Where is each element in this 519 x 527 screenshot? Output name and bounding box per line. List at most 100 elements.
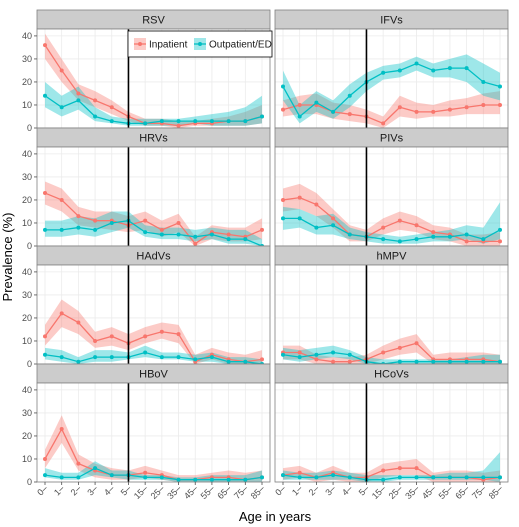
- data-point-outpatient-ed: [481, 359, 486, 364]
- data-point-outpatient-ed: [281, 84, 285, 89]
- panel-hadvs: HAdVs 0 10 20 30 40: [22, 245, 271, 369]
- data-point-inpatient: [93, 338, 98, 343]
- data-point-outpatient-ed: [464, 232, 469, 237]
- y-tick-label: 10: [22, 454, 32, 464]
- data-point-outpatient-ed: [314, 100, 319, 105]
- data-point-inpatient: [397, 466, 402, 471]
- data-point-inpatient: [431, 230, 436, 235]
- data-point-outpatient-ed: [176, 355, 181, 360]
- data-point-outpatient-ed: [481, 79, 486, 84]
- data-point-outpatient-ed: [93, 114, 98, 119]
- panel-title: IFVs: [380, 15, 403, 27]
- data-point-outpatient-ed: [281, 216, 285, 221]
- data-point-outpatient-ed: [397, 359, 402, 364]
- panel-title: HBoV: [139, 369, 168, 381]
- y-tick-label: 0: [27, 359, 32, 369]
- data-point-inpatient: [143, 334, 148, 339]
- data-point-outpatient-ed: [109, 355, 114, 360]
- data-point-outpatient-ed: [347, 232, 352, 237]
- panel-title: RSV: [142, 15, 165, 27]
- data-point-inpatient: [481, 102, 486, 107]
- data-point-outpatient-ed: [297, 475, 302, 480]
- ci-ribbon-outpatient-ed: [283, 54, 500, 124]
- legend-label: Inpatient: [149, 40, 188, 51]
- data-point-outpatient-ed: [447, 475, 452, 480]
- data-point-outpatient-ed: [59, 475, 64, 480]
- series-line-outpatient-ed: [45, 219, 263, 247]
- data-point-outpatient-ed: [260, 475, 264, 480]
- data-point-outpatient-ed: [331, 223, 336, 228]
- ci-ribbon-inpatient: [45, 415, 262, 482]
- data-point-outpatient-ed: [59, 227, 64, 232]
- data-point-outpatient-ed: [209, 119, 214, 124]
- data-point-outpatient-ed: [314, 475, 319, 480]
- data-point-outpatient-ed: [243, 237, 248, 242]
- data-point-outpatient-ed: [226, 359, 231, 364]
- data-point-inpatient: [498, 102, 502, 107]
- legend-key-point: [198, 42, 202, 46]
- series-line-outpatient-ed: [282, 62, 501, 118]
- data-point-inpatient: [414, 466, 419, 471]
- data-point-inpatient: [260, 357, 264, 362]
- data-point-inpatient: [281, 107, 285, 112]
- legend-key-point: [138, 42, 142, 46]
- data-point-inpatient: [314, 357, 319, 362]
- ci-ribbon-inpatient: [45, 299, 262, 364]
- data-point-inpatient: [193, 241, 198, 246]
- y-axis-title: Prevalence (%): [0, 213, 15, 302]
- data-point-outpatient-ed: [414, 237, 419, 242]
- data-point-outpatient-ed: [464, 66, 469, 71]
- panel-border: [36, 382, 271, 483]
- plot-background: [275, 29, 508, 128]
- plot-background: [275, 147, 508, 246]
- data-point-inpatient: [281, 197, 285, 202]
- data-point-inpatient: [76, 461, 81, 466]
- data-point-inpatient: [314, 202, 319, 207]
- data-point-outpatient-ed: [76, 359, 81, 364]
- data-point-inpatient: [93, 98, 98, 103]
- data-point-inpatient: [43, 191, 47, 196]
- data-point-outpatient-ed: [243, 477, 248, 482]
- data-point-inpatient: [176, 123, 181, 128]
- data-point-outpatient-ed: [314, 225, 319, 230]
- data-point-outpatient-ed: [243, 119, 248, 124]
- data-point-inpatient: [397, 105, 402, 110]
- data-point-outpatient-ed: [297, 355, 302, 360]
- panel-border: [274, 382, 509, 483]
- data-point-outpatient-ed: [109, 119, 114, 124]
- panel-title: hMPV: [377, 251, 408, 263]
- data-point-outpatient-ed: [59, 105, 64, 110]
- data-point-outpatient-ed: [143, 121, 148, 126]
- data-point-outpatient-ed: [397, 68, 402, 73]
- data-point-outpatient-ed: [498, 475, 502, 480]
- plot-background: [37, 383, 270, 482]
- data-point-outpatient-ed: [76, 225, 81, 230]
- data-point-outpatient-ed: [481, 475, 486, 480]
- data-point-outpatient-ed: [431, 234, 436, 239]
- legend: Inpatient Outpatient/ED: [127, 30, 273, 58]
- data-point-outpatient-ed: [176, 477, 181, 482]
- y-tick-label: 20: [22, 77, 32, 87]
- data-point-outpatient-ed: [431, 359, 436, 364]
- data-point-outpatient-ed: [447, 359, 452, 364]
- y-tick-label: 20: [22, 431, 32, 441]
- data-point-outpatient-ed: [498, 359, 502, 364]
- data-point-inpatient: [43, 456, 47, 461]
- data-point-outpatient-ed: [159, 232, 164, 237]
- data-point-outpatient-ed: [397, 239, 402, 244]
- data-point-inpatient: [498, 239, 502, 244]
- data-point-inpatient: [347, 359, 352, 364]
- series-line-outpatient-ed: [44, 467, 263, 481]
- data-point-outpatient-ed: [447, 66, 452, 71]
- data-point-inpatient: [414, 341, 419, 346]
- y-tick-label: 40: [22, 149, 32, 159]
- data-point-inpatient: [331, 359, 336, 364]
- panel-hrvs: HRVs 0 10 20 30 40: [22, 127, 271, 251]
- y-tick-label: 40: [22, 267, 32, 277]
- y-tick-label: 0: [27, 477, 32, 487]
- data-point-outpatient-ed: [193, 119, 198, 124]
- data-point-inpatient: [59, 427, 64, 432]
- series-line-outpatient-ed: [282, 474, 500, 481]
- data-point-outpatient-ed: [243, 359, 248, 364]
